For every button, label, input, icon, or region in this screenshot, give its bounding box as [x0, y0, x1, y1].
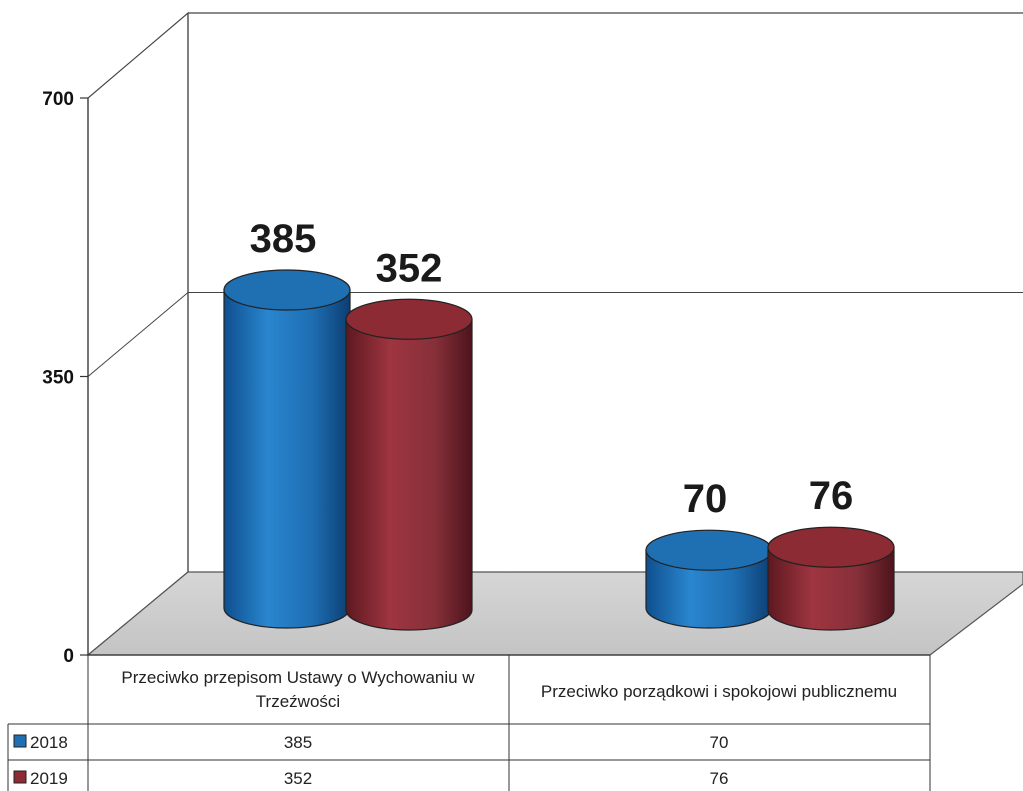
table-cell: 385	[284, 733, 312, 752]
category-labels: Przeciwko przepisom Ustawy o Wychowaniu …	[121, 668, 897, 711]
table-row: 2018 385 70	[13, 733, 729, 752]
legend-swatch	[13, 734, 27, 748]
bar-body	[345, 318, 473, 631]
bar-2019-1	[345, 298, 473, 631]
bar-top	[645, 529, 773, 571]
bar-top	[767, 526, 895, 568]
table-cell: 76	[710, 769, 729, 788]
bar-top	[223, 269, 351, 311]
table-cell: 70	[710, 733, 729, 752]
bar-2019-2	[767, 526, 895, 631]
table-row: 2019 352 76	[13, 769, 729, 788]
gridline	[87, 292, 189, 377]
data-label: 385	[250, 217, 317, 261]
bar-2018-1	[223, 269, 351, 629]
legend-label: 2018	[30, 733, 68, 752]
data-labels: 385 352 70 76	[250, 217, 854, 521]
legend-label: 2019	[30, 769, 68, 788]
y-axis-ticks: 0 350 700	[42, 89, 88, 667]
data-label: 76	[809, 474, 854, 518]
y-tick-label: 0	[63, 646, 74, 667]
y-tick-label: 350	[42, 368, 74, 389]
data-label: 70	[683, 477, 728, 521]
table-rows: 2018 385 70 2019 352 76	[13, 733, 729, 788]
bars	[223, 269, 895, 631]
category-label: Przeciwko porządkowi i spokojowi publicz…	[541, 682, 897, 701]
legend-swatch	[13, 770, 27, 784]
bar-top	[345, 298, 473, 340]
bar-body	[767, 546, 895, 631]
y-tick-label: 700	[42, 89, 74, 110]
category-label: Przeciwko przepisom Ustawy o Wychowaniu …	[121, 668, 475, 687]
category-label: Trzeźwości	[256, 692, 340, 711]
table-cell: 352	[284, 769, 312, 788]
data-label: 352	[376, 246, 443, 290]
bar-body	[223, 289, 351, 629]
bar-2018-2	[645, 529, 773, 629]
data-table: Przeciwko przepisom Ustawy o Wychowaniu …	[7, 654, 931, 791]
